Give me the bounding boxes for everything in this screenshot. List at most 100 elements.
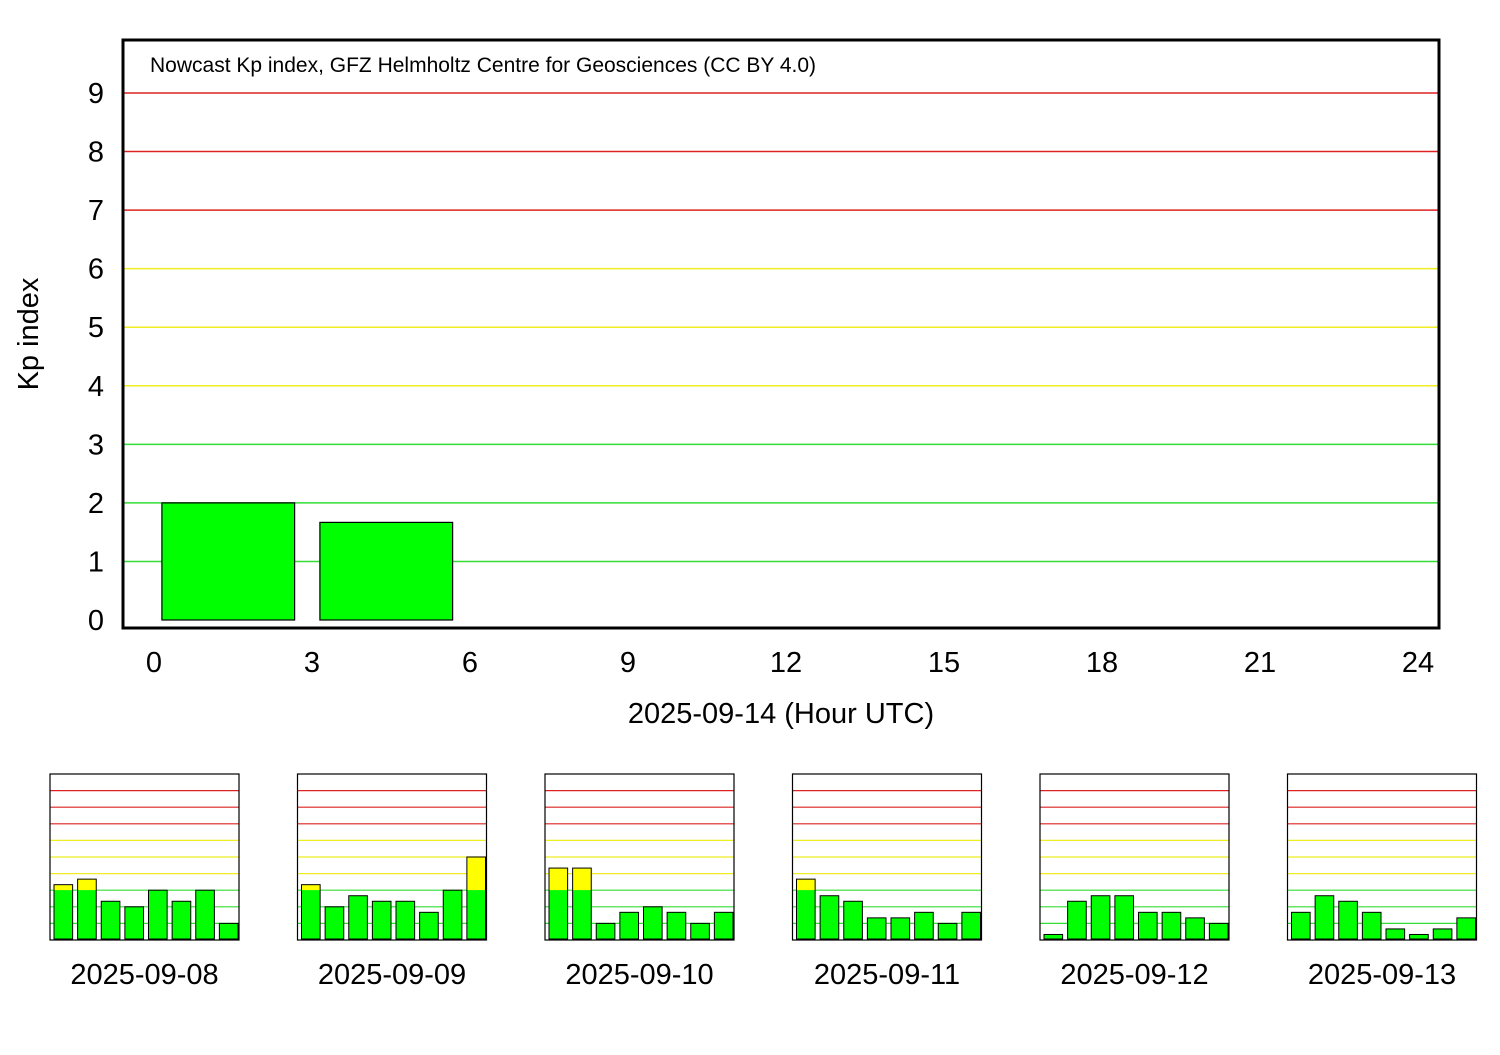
panel-bar bbox=[1138, 912, 1158, 939]
panel-bar bbox=[891, 917, 910, 939]
panel-bar-outline bbox=[218, 922, 239, 940]
panel-frame bbox=[544, 773, 735, 941]
panel-bar-outline bbox=[595, 922, 616, 940]
panel-bar-yellow-part bbox=[301, 884, 321, 891]
previous-days-panels: 2025-09-08 2025-09-09 2025-09-10 2025-09-11… bbox=[49, 773, 1478, 991]
y-axis-label: Kp index bbox=[13, 277, 45, 390]
panel-bar bbox=[54, 890, 73, 939]
panel-bar-outline bbox=[442, 889, 463, 940]
y-tick-label: 5 bbox=[88, 312, 104, 344]
panel-bar-yellow-part bbox=[77, 879, 97, 891]
panel-bar bbox=[667, 912, 686, 939]
x-tick-label: 3 bbox=[304, 647, 320, 679]
panel-date-label: 2025-09-13 bbox=[1308, 959, 1456, 991]
panel-bar-outline bbox=[1291, 911, 1311, 940]
panel-bar bbox=[1456, 917, 1476, 939]
panel-bar-outline bbox=[643, 906, 663, 940]
panel-bar bbox=[1409, 934, 1429, 939]
x-axis-label: 2025-09-14 (Hour UTC) bbox=[628, 698, 934, 730]
panel-bar-outline bbox=[1338, 900, 1358, 940]
panel-bar-outline bbox=[961, 911, 981, 940]
panel-bar-outline bbox=[1067, 900, 1087, 940]
panel-bar-outline bbox=[843, 900, 863, 940]
panel-bar bbox=[172, 901, 191, 939]
x-tick-label: 24 bbox=[1402, 647, 1434, 679]
panel-bar-outline bbox=[1432, 928, 1453, 940]
panel-bar-outline bbox=[419, 911, 439, 940]
panel-bar-outline bbox=[1090, 895, 1111, 940]
panel-bar-outline bbox=[1114, 895, 1134, 940]
panel-bar-outline bbox=[1314, 895, 1335, 940]
panel-bar-outline bbox=[301, 884, 321, 940]
day-panel-2025-09-09: 2025-09-09 bbox=[296, 773, 488, 991]
panel-bar bbox=[938, 923, 957, 939]
panel-bar-outline bbox=[1185, 917, 1205, 940]
panel-bar-outline bbox=[1385, 928, 1406, 940]
panel-bar bbox=[1185, 917, 1205, 939]
main-grid bbox=[124, 92, 1438, 563]
panel-bar bbox=[714, 912, 733, 939]
panel-bar bbox=[690, 923, 710, 939]
panel-bar-outline bbox=[796, 878, 816, 940]
panel-bar bbox=[301, 890, 321, 939]
day-panel-2025-09-12: 2025-09-12 bbox=[1039, 773, 1230, 991]
main-bar bbox=[319, 522, 453, 620]
panel-frame bbox=[1039, 773, 1230, 941]
panel-bar bbox=[572, 890, 592, 939]
x-tick-label: 9 bbox=[620, 647, 636, 679]
panel-bar-yellow-part bbox=[572, 868, 592, 891]
panel-bar-outline bbox=[1361, 911, 1382, 940]
y-tick-label: 3 bbox=[88, 429, 104, 461]
panel-bar-outline bbox=[395, 900, 416, 940]
panel-bar bbox=[219, 923, 238, 939]
y-tick-label: 7 bbox=[88, 195, 104, 227]
panel-bar-yellow-part bbox=[466, 857, 486, 891]
panel-bar-outline bbox=[53, 884, 74, 940]
panel-bar bbox=[1044, 934, 1063, 939]
panel-bar bbox=[101, 901, 120, 939]
x-tick-label: 0 bbox=[146, 647, 162, 679]
main-plot-frame bbox=[121, 38, 1441, 630]
panel-bar bbox=[549, 890, 568, 939]
panel-bar-outline bbox=[690, 922, 710, 940]
panel-bar bbox=[1386, 928, 1405, 939]
panel-bar-outline bbox=[1138, 911, 1158, 940]
panel-bar-outline bbox=[348, 895, 368, 940]
panel-bar-yellow-part bbox=[54, 884, 73, 891]
panel-bar-outline bbox=[914, 911, 934, 940]
panel-bar bbox=[796, 890, 816, 939]
panel-bar-outline bbox=[100, 900, 121, 940]
panel-bar-outline bbox=[77, 878, 97, 940]
panel-bar-outline bbox=[148, 889, 168, 940]
day-panel-2025-09-10: 2025-09-10 bbox=[544, 773, 735, 991]
panel-bar bbox=[1114, 895, 1134, 939]
panel-bar-outline bbox=[619, 911, 639, 940]
panel-bar bbox=[325, 906, 344, 939]
panel-bar bbox=[372, 901, 391, 939]
x-tick-labels: 0 3 6 9 12 15 18 21 24 bbox=[146, 647, 1434, 679]
panel-bar bbox=[867, 917, 886, 939]
panel-frame bbox=[49, 773, 240, 941]
panel-bar bbox=[1291, 912, 1311, 939]
panel-bar bbox=[1162, 912, 1181, 939]
panel-bar bbox=[1433, 928, 1452, 939]
panel-date-label: 2025-09-10 bbox=[565, 959, 713, 991]
panel-bar-outline bbox=[937, 922, 958, 940]
panel-bar-outline bbox=[866, 917, 887, 940]
panel-frame bbox=[296, 773, 488, 941]
panel-bar bbox=[148, 890, 168, 939]
y-tick-label: 8 bbox=[88, 137, 104, 169]
panel-bar bbox=[596, 923, 615, 939]
y-tick-label: 4 bbox=[88, 371, 104, 403]
chart-title: Nowcast Kp index, GFZ Helmholtz Centre f… bbox=[150, 54, 816, 77]
panel-bar bbox=[348, 895, 368, 939]
day-panel-2025-09-11: 2025-09-11 bbox=[791, 773, 983, 991]
panel-bar bbox=[1315, 895, 1334, 939]
day-panel-2025-09-13: 2025-09-13 bbox=[1286, 773, 1478, 991]
panel-bar-outline bbox=[195, 889, 215, 940]
y-tick-label: 6 bbox=[88, 254, 104, 286]
panel-bar bbox=[1362, 912, 1381, 939]
panel-bar bbox=[195, 890, 215, 939]
panel-bar-outline bbox=[548, 867, 569, 940]
